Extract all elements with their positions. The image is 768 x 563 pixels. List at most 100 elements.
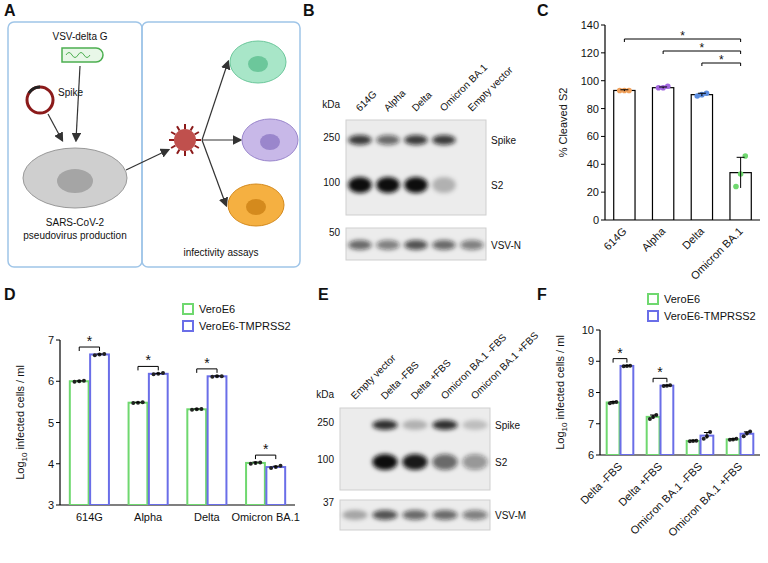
band-label: VSV-M [495, 510, 526, 521]
virus-genome [66, 53, 90, 58]
y-tick [56, 422, 60, 423]
y-tick-label: 7 [48, 334, 54, 346]
y-tick [601, 136, 605, 137]
marker-label: 50 [329, 227, 341, 238]
significance-label: * [263, 441, 269, 457]
target-cell [228, 184, 284, 226]
point [156, 372, 160, 376]
point [665, 83, 671, 89]
band [372, 454, 397, 470]
panel-label: A [4, 2, 16, 19]
significance-label: * [719, 53, 724, 67]
bar [266, 467, 285, 505]
y-tick-label: 100 [581, 75, 599, 87]
bar [661, 386, 674, 455]
spike [171, 146, 175, 149]
point [708, 430, 712, 434]
point [626, 88, 632, 94]
bar [621, 366, 634, 455]
y-tick-label: 4 [48, 458, 54, 470]
y-axis-label-part: Log [14, 461, 26, 479]
figure: ABCDEFVSV-delta GSpikeSARS-CoV-2pseudovi… [0, 0, 768, 563]
point [745, 431, 749, 435]
plot-marks [70, 352, 285, 505]
point [93, 353, 97, 357]
marker-label: 250 [317, 417, 334, 428]
significance-label: * [87, 333, 93, 349]
y-tick [601, 80, 605, 81]
x-tick-label: Omicron BA.1 -FBS [628, 460, 705, 537]
y-tick-label: 40 [587, 158, 599, 170]
band [372, 510, 397, 520]
band [348, 135, 372, 145]
error-line [706, 433, 707, 439]
x-tick-label: 614G [601, 225, 629, 253]
membrane [340, 408, 490, 490]
error-cap [737, 157, 745, 158]
arrow [76, 66, 80, 140]
error-bar [664, 385, 670, 387]
spike [184, 124, 186, 129]
x-tick-label: Delta [194, 511, 221, 523]
error-cap [610, 401, 616, 402]
virus-label: VSV-delta G [52, 31, 107, 42]
y-tick [596, 361, 600, 362]
nucleus [57, 169, 93, 193]
band [432, 454, 457, 470]
error-bar [690, 440, 696, 441]
spike [171, 132, 175, 135]
lane-label: Empty vector [466, 64, 516, 114]
band [432, 420, 457, 430]
blot: 614GAlphaDeltaOmicron BA.1Empty vectorkD… [322, 61, 521, 260]
band [372, 420, 397, 430]
x-tick-label: Delta [680, 224, 707, 251]
band [462, 420, 487, 430]
legend-swatch [648, 311, 658, 321]
band-label: S2 [491, 180, 504, 191]
production-label: pseudovirus production [23, 230, 126, 241]
bar [614, 90, 635, 220]
point [161, 371, 165, 375]
error-bar [730, 439, 736, 440]
point [253, 461, 257, 465]
error-bar [76, 380, 82, 382]
band [402, 510, 427, 520]
error-bar [698, 93, 706, 96]
y-tick [601, 25, 605, 26]
point [258, 461, 262, 465]
bar [652, 88, 673, 220]
band [460, 135, 484, 145]
band [404, 135, 428, 145]
y-tick-label: 6 [48, 375, 54, 387]
production-label: SARS-CoV-2 [46, 217, 105, 228]
virion [174, 129, 196, 151]
error-cap [624, 365, 630, 366]
bar [90, 354, 109, 505]
error-bar [737, 157, 745, 188]
y-axis [604, 25, 605, 220]
y-tick-label: 20 [587, 186, 599, 198]
y-tick-label: 120 [581, 47, 599, 59]
error-cap [135, 402, 141, 403]
point [73, 380, 77, 384]
plasmid-insert [29, 87, 40, 93]
band [462, 510, 487, 520]
plasmid-label: Spike [58, 87, 83, 98]
marker-label: 100 [323, 177, 340, 188]
error-cap [659, 86, 667, 87]
significance-label: * [145, 352, 151, 368]
band [462, 454, 487, 470]
point [210, 375, 214, 379]
band [404, 240, 428, 250]
target-cell [230, 41, 286, 83]
box [142, 22, 300, 267]
error-line [740, 157, 741, 188]
x-tick-label: Omicron BA.1 +FBS [666, 460, 745, 539]
panel-label: C [537, 2, 549, 19]
error-bar [650, 415, 656, 419]
band [342, 510, 367, 520]
point [625, 364, 629, 368]
y-tick-label: 6 [588, 449, 594, 461]
band [348, 240, 372, 250]
error-bar [252, 462, 258, 464]
